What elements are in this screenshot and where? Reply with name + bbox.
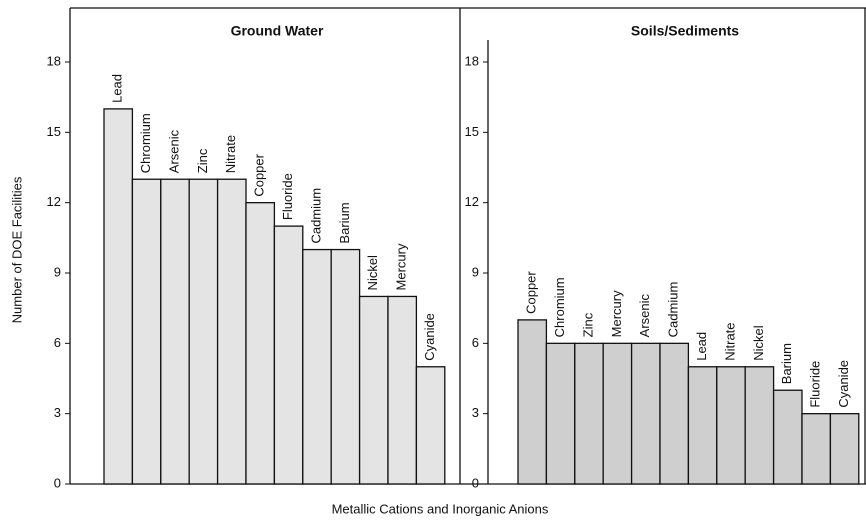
x-axis-label: Metallic Cations and Inorganic Anions [332, 501, 549, 516]
y-tick-label: 6 [472, 335, 479, 350]
y-tick-label: 3 [472, 405, 479, 420]
bar [273, 225, 304, 485]
bar [744, 366, 775, 485]
y-tick-label: 18 [47, 53, 61, 68]
bar [245, 202, 276, 485]
y-tick-label: 6 [54, 335, 61, 350]
bar-category-label: Zinc [580, 312, 595, 337]
bar-category-label: Nitrate [722, 322, 737, 360]
bar [160, 178, 190, 485]
y-tick-label: 9 [54, 264, 61, 279]
y-tick-label: 3 [54, 405, 61, 420]
bar-category-label: Cadmium [308, 188, 323, 244]
bar [302, 248, 332, 485]
bar [387, 295, 418, 485]
y-axis-label: Number of DOE Facilities [9, 176, 24, 323]
bar [630, 342, 661, 485]
panel-title: Ground Water [231, 23, 324, 39]
y-tick-label: 9 [472, 264, 479, 279]
bar [772, 389, 803, 485]
bar-category-label: Lead [694, 332, 709, 361]
bar-category-label: Mercury [394, 243, 409, 290]
bar [517, 319, 548, 485]
bar-category-label: Chromium [138, 113, 153, 173]
bar-category-label: Barium [337, 202, 352, 243]
y-tick-label: 15 [465, 124, 479, 139]
bar [103, 108, 134, 485]
bar [415, 366, 446, 485]
bar-category-label: Nitrate [223, 135, 238, 173]
bar [829, 413, 860, 485]
bar [574, 342, 604, 485]
bar-category-label: Zinc [195, 148, 210, 173]
y-tick-label: 0 [472, 475, 479, 490]
bar-category-label: Cyanide [422, 313, 437, 361]
bar [131, 178, 162, 485]
bar [188, 178, 219, 485]
bar [216, 178, 247, 485]
bar-category-label: Lead [110, 74, 125, 103]
bar-category-label: Copper [252, 153, 267, 196]
bar-category-label: Fluoride [280, 173, 295, 220]
bar-category-label: Barium [779, 343, 794, 384]
y-tick-label: 12 [465, 194, 479, 209]
bar-category-label: Fluoride [808, 361, 823, 408]
y-tick-label: 18 [465, 53, 479, 68]
bar [330, 248, 361, 485]
bar-category-label: Copper [524, 271, 539, 314]
bar-category-label: Mercury [609, 290, 624, 337]
bar [602, 342, 633, 485]
bar-category-label: Nickel [751, 325, 766, 361]
bar [358, 295, 389, 485]
y-tick-label: 0 [54, 475, 61, 490]
bar-category-label: Arsenic [637, 293, 652, 337]
y-tick-label: 12 [47, 194, 61, 209]
panel-title: Soils/Sediments [631, 23, 739, 39]
y-tick-label: 15 [47, 124, 61, 139]
bar-category-label: Cadmium [666, 282, 681, 338]
bar [801, 413, 832, 485]
bar-category-label: Chromium [552, 277, 567, 337]
bar-category-label: Nickel [365, 255, 380, 291]
bar [716, 366, 746, 485]
bar-category-label: Cyanide [836, 360, 851, 408]
bar [545, 342, 576, 485]
bar-category-label: Arsenic [166, 129, 181, 173]
bar [659, 342, 690, 485]
bar [687, 366, 718, 485]
